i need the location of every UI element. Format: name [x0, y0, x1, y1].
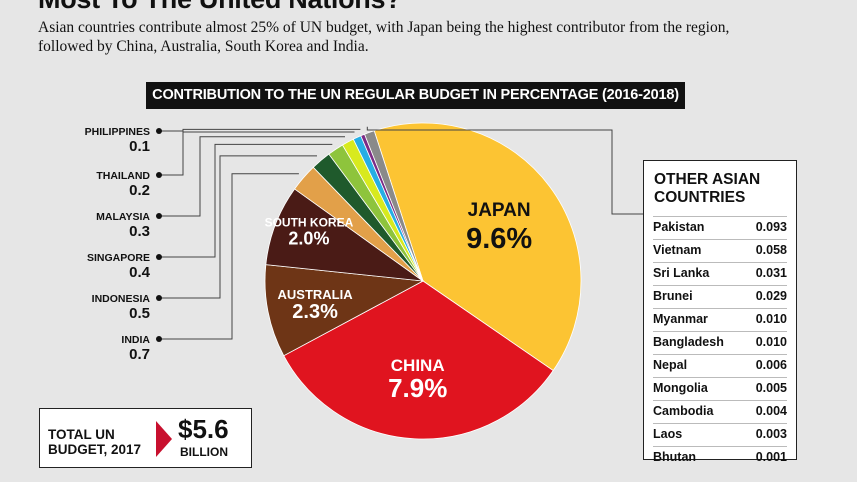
slice-label-south-korea: SOUTH KOREA	[265, 216, 354, 230]
table-rows: Pakistan 0.093 Vietnam 0.058 Sri Lanka 0.031 B…	[653, 216, 787, 469]
table-row: Mongolia 0.005	[653, 377, 787, 399]
country-name: Cambodia	[653, 404, 714, 418]
callout-line-thailand	[159, 131, 355, 176]
table-row: Nepal 0.006	[653, 354, 787, 376]
slice-label-australia: AUSTRALIA	[278, 287, 354, 302]
country-value: 0.006	[755, 358, 787, 372]
arrow-icon	[156, 421, 172, 457]
callout-label-indonesia: INDONESIA	[92, 293, 151, 305]
country-value: 0.010	[755, 312, 787, 326]
total-budget-label-line2: BUDGET, 2017	[48, 442, 142, 457]
callout-label-thailand: THAILAND	[96, 170, 150, 182]
callout-label-malaysia: MALAYSIA	[96, 211, 150, 223]
total-budget-amount: $5.6	[178, 414, 229, 444]
page-title: Most To The United Nations?	[38, 0, 402, 15]
callout-dot-indonesia	[156, 295, 162, 301]
country-value: 0.093	[755, 220, 787, 234]
table-title: OTHER ASIAN COUNTRIES	[654, 171, 761, 206]
page-subtitle: Asian countries contribute almost 25% of…	[38, 19, 730, 55]
callout-value-philippines: 0.1	[129, 138, 150, 155]
callout-label-philippines: PHILIPPINES	[85, 126, 150, 138]
callout-value-singapore: 0.4	[129, 264, 151, 281]
table-row: Pakistan 0.093	[653, 216, 787, 238]
callout-line-india	[159, 173, 299, 340]
country-name: Mongolia	[653, 381, 708, 395]
slice-value-south-korea: 2.0%	[288, 229, 329, 249]
country-name: Sri Lanka	[653, 266, 710, 280]
callout-dot-india	[156, 336, 162, 342]
country-value: 0.010	[755, 335, 787, 349]
slice-label-japan: JAPAN	[468, 200, 531, 221]
callout-dot-singapore	[156, 254, 162, 260]
slice-value-japan: 9.6%	[466, 223, 532, 255]
country-value: 0.001	[755, 450, 787, 464]
country-name: Laos	[653, 427, 683, 441]
callout-line-philippines	[159, 128, 361, 132]
callout-dot-malaysia	[156, 213, 162, 219]
country-name: Bhutan	[653, 450, 697, 464]
table-row: Vietnam 0.058	[653, 239, 787, 261]
callout-value-thailand: 0.2	[129, 182, 150, 199]
country-value: 0.031	[755, 266, 787, 280]
country-name: Myanmar	[653, 312, 708, 326]
country-name: Nepal	[653, 358, 688, 372]
country-name: Brunei	[653, 289, 693, 303]
callout-line-indonesia	[159, 155, 317, 299]
table-row: Bhutan 0.001	[653, 446, 787, 468]
table-row: Cambodia 0.004	[653, 400, 787, 422]
pie-slice-china	[283, 280, 554, 440]
pie-slice-australia	[264, 264, 425, 357]
slice-value-australia: 2.3%	[292, 301, 338, 323]
total-budget-label-line1: TOTAL UN	[48, 427, 115, 442]
total-budget-label: TOTAL UN BUDGET, 2017	[48, 427, 141, 457]
table-row: Sri Lanka 0.031	[653, 262, 787, 284]
callout-label-india: INDIA	[121, 334, 150, 346]
slice-label-china: CHINA	[391, 356, 445, 375]
country-value: 0.058	[755, 243, 787, 257]
country-name: Bangladesh	[653, 335, 724, 349]
table-row: Bangladesh 0.010	[653, 331, 787, 353]
country-name: Vietnam	[653, 243, 702, 257]
pie-slice-japan	[373, 122, 582, 372]
callout-dot-thailand	[156, 172, 162, 178]
callout-dot-philippines	[156, 128, 162, 134]
callout-value-indonesia: 0.5	[129, 305, 150, 322]
callout-line-other	[366, 126, 643, 215]
callout-value-india: 0.7	[129, 346, 150, 363]
slice-value-china: 7.9%	[388, 373, 447, 403]
country-value: 0.005	[755, 381, 787, 395]
table-row: Myanmar 0.010	[653, 308, 787, 330]
other-asian-countries-table: OTHER ASIAN COUNTRIES Pakistan 0.093 Vietn…	[643, 160, 797, 464]
country-value: 0.004	[755, 404, 787, 418]
callout-value-malaysia: 0.3	[129, 223, 150, 240]
chart-title: CONTRIBUTION TO THE UN REGULAR BUDGET IN…	[146, 82, 685, 109]
country-name: Pakistan	[653, 220, 705, 234]
pie-slice-other-asian-countries	[364, 130, 424, 282]
callout-label-singapore: SINGAPORE	[87, 252, 150, 264]
country-value: 0.029	[755, 289, 787, 303]
country-value: 0.003	[755, 427, 787, 441]
total-budget-unit: BILLION	[180, 445, 228, 459]
table-row: Laos 0.003	[653, 423, 787, 445]
total-budget-box: TOTAL UN BUDGET, 2017 $5.6 BILLION	[39, 408, 252, 468]
table-row: Brunei 0.029	[653, 285, 787, 307]
callout-line-malaysia	[159, 136, 345, 217]
callout-line-singapore	[159, 143, 333, 258]
